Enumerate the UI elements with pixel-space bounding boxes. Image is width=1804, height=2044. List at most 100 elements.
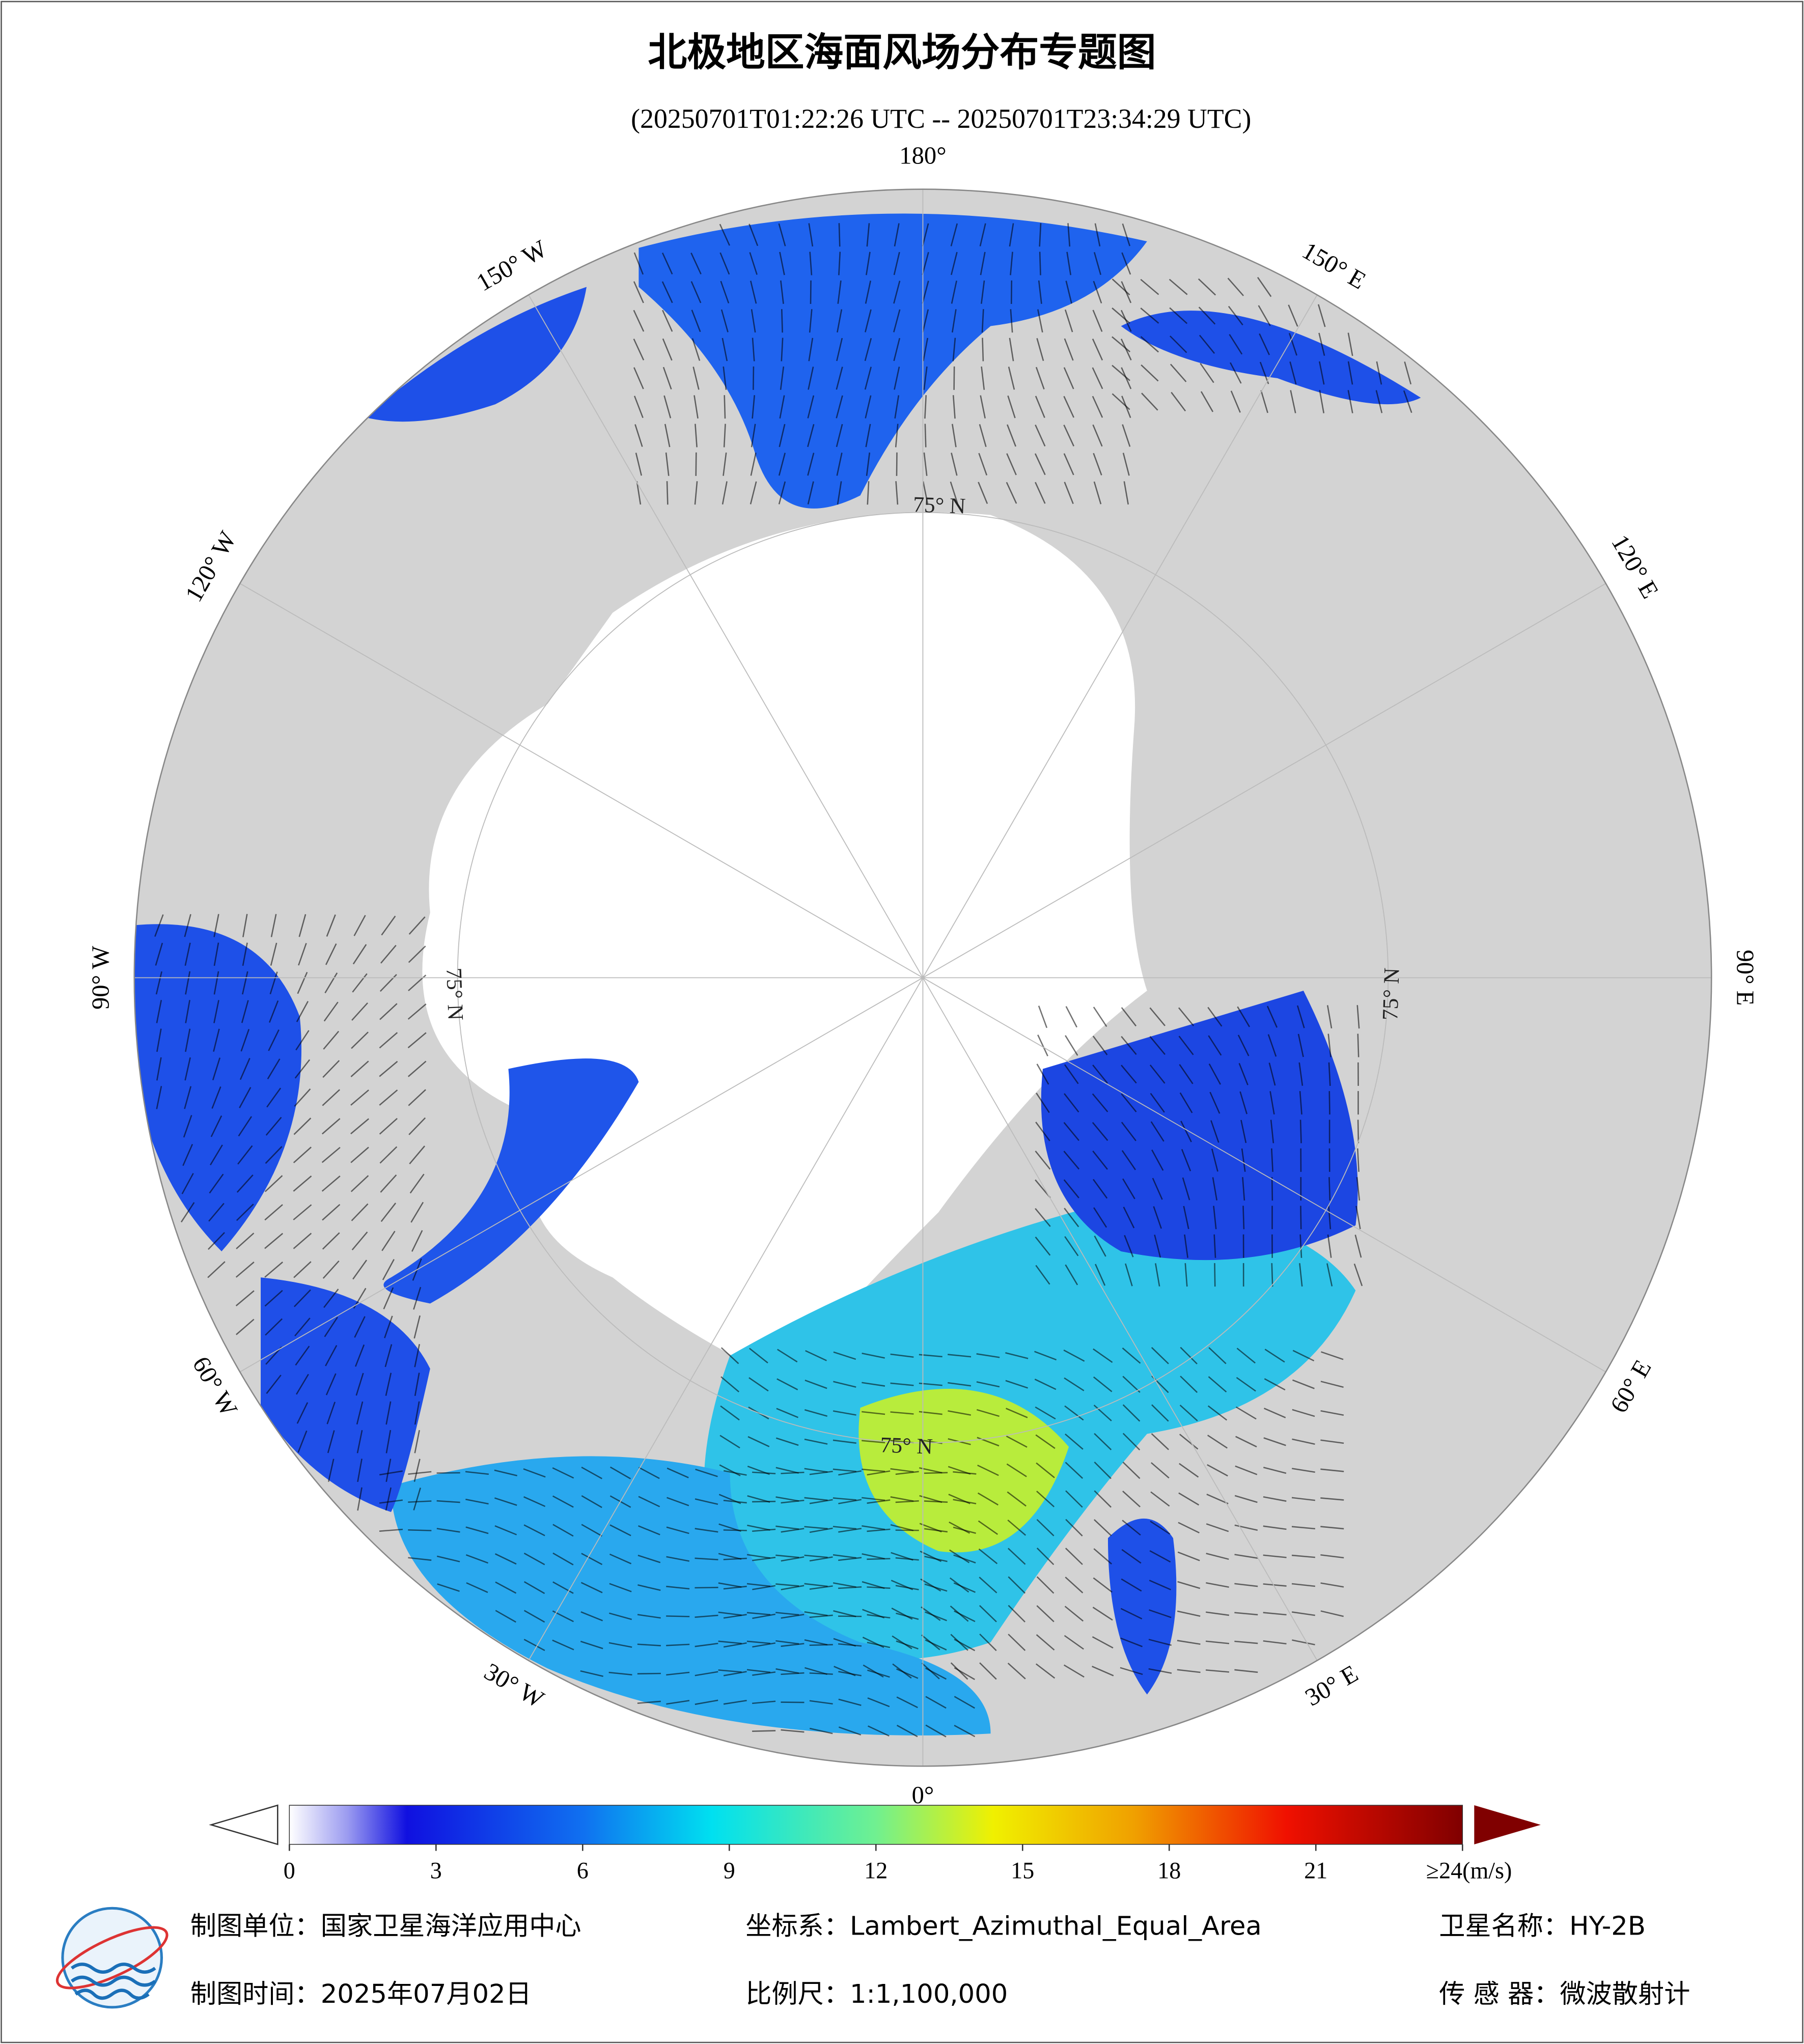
wind-arrow xyxy=(1036,1576,1054,1594)
wind-arrow xyxy=(979,424,987,447)
wind-arrow xyxy=(1208,1063,1222,1085)
colorbar-tick-label: 9 xyxy=(724,1858,735,1884)
wind-arrow xyxy=(1238,1062,1248,1085)
wind-arrow xyxy=(1063,367,1074,389)
wind-arrow xyxy=(1150,1521,1171,1535)
wind-arrow xyxy=(293,1117,312,1135)
meridian xyxy=(922,294,1318,978)
wind-arrow xyxy=(922,223,929,246)
wind-arrow xyxy=(808,338,814,361)
wind-arrow xyxy=(838,1698,862,1706)
wind-arrow xyxy=(1178,1007,1195,1026)
wind-arrow xyxy=(1035,1265,1050,1285)
wind-arrow xyxy=(154,914,164,937)
wind-arrow xyxy=(608,1642,632,1648)
wind-arrow xyxy=(804,1438,828,1445)
wind-arrow xyxy=(268,1000,279,1023)
wind-arrow xyxy=(1206,1523,1229,1532)
wind-arrow xyxy=(1177,1551,1200,1561)
wind-arrow xyxy=(690,253,702,275)
wind-arrow xyxy=(981,280,985,304)
wind-arrow xyxy=(609,1524,631,1536)
wind-arrow xyxy=(409,1173,425,1194)
wind-arrow xyxy=(1064,1377,1085,1391)
wind-arrow xyxy=(665,452,670,476)
wind-arrow xyxy=(1148,1668,1172,1674)
wind-arrow xyxy=(1121,1035,1137,1055)
wind-arrow xyxy=(752,1471,776,1474)
wind-arrow xyxy=(407,1032,427,1049)
wind-arrow xyxy=(780,366,785,390)
wind-arrow xyxy=(723,1700,747,1705)
wind-arrow xyxy=(1039,223,1042,247)
wind-arrow xyxy=(1227,277,1244,296)
wind-arrow xyxy=(1353,1263,1363,1286)
wind-arrow xyxy=(775,1583,799,1587)
wind-arrow xyxy=(895,1500,919,1503)
wind-arrow xyxy=(1037,309,1043,333)
wind-arrow xyxy=(1319,390,1325,413)
wind-arrow xyxy=(1354,1235,1362,1258)
wind-arrow xyxy=(666,1700,690,1705)
wind-arrow xyxy=(1035,1236,1051,1256)
wind-arrow xyxy=(634,424,643,447)
wind-arrow xyxy=(723,424,726,447)
wind-arrow xyxy=(718,1611,742,1616)
map-disc xyxy=(134,189,1712,1767)
wind-arrow xyxy=(350,1175,369,1192)
longitude-label: 120° E xyxy=(1606,530,1664,603)
wind-arrow xyxy=(1094,1490,1112,1508)
wind-arrow xyxy=(465,1526,489,1534)
wind-arrow xyxy=(1092,1665,1114,1676)
wind-arrow xyxy=(1170,335,1187,353)
longitude-label: 90° E xyxy=(1732,949,1759,1005)
wind-arrow xyxy=(1299,1119,1302,1143)
wind-arrow xyxy=(1093,453,1102,475)
wind-arrow xyxy=(1035,1208,1051,1227)
wind-arrow xyxy=(1121,1007,1137,1027)
wind-arrow xyxy=(890,1353,914,1358)
wind-arrow xyxy=(692,367,700,390)
wind-arrow xyxy=(293,1175,312,1192)
wind-arrow xyxy=(326,914,336,937)
wind-arrow xyxy=(890,1411,914,1415)
wind-arrow xyxy=(752,1671,776,1676)
wind-arrow xyxy=(775,1668,799,1674)
wind-arrow xyxy=(1320,1526,1344,1530)
longitude-label: 60° E xyxy=(1605,1355,1657,1417)
wind-arrow xyxy=(1207,1435,1228,1449)
wind-arrow xyxy=(1271,1148,1273,1172)
wind-arrow xyxy=(924,424,927,447)
wind-arrow xyxy=(413,1315,421,1339)
wind-arrow xyxy=(866,223,870,247)
wind-arrow xyxy=(296,1374,309,1395)
colorbar-tick-label: ≥24(m/s) xyxy=(1426,1858,1512,1884)
wind-arrow xyxy=(695,452,697,476)
wind-arrow xyxy=(832,1410,856,1416)
wind-arrow xyxy=(694,481,698,505)
wind-arrow xyxy=(1092,1122,1108,1141)
wind-arrow xyxy=(580,1640,603,1649)
wind-arrow xyxy=(667,1467,689,1478)
wind-arrow xyxy=(155,971,162,995)
wind-arrow xyxy=(1150,1121,1164,1142)
wind-arrow xyxy=(297,1430,308,1453)
wind-arrow xyxy=(867,1614,891,1619)
wind-arrow xyxy=(236,1233,255,1249)
wind-arrow xyxy=(666,1556,690,1562)
wind-arrow xyxy=(184,1057,191,1081)
wind-arrow xyxy=(321,1175,341,1192)
wind-arrow xyxy=(752,1642,776,1648)
latitude-label: 75° N xyxy=(912,492,966,519)
wind-arrow xyxy=(779,395,785,419)
wind-arrow xyxy=(379,1003,398,1020)
wind-arrow xyxy=(609,1466,631,1479)
wind-arrow xyxy=(750,453,757,476)
wind-arrow xyxy=(893,281,901,304)
wind-arrow xyxy=(924,1528,948,1533)
wind-arrow xyxy=(804,1583,828,1587)
wind-arrow xyxy=(379,1528,403,1532)
wind-arrow xyxy=(1326,1005,1333,1029)
wind-arrow xyxy=(1093,1405,1112,1421)
